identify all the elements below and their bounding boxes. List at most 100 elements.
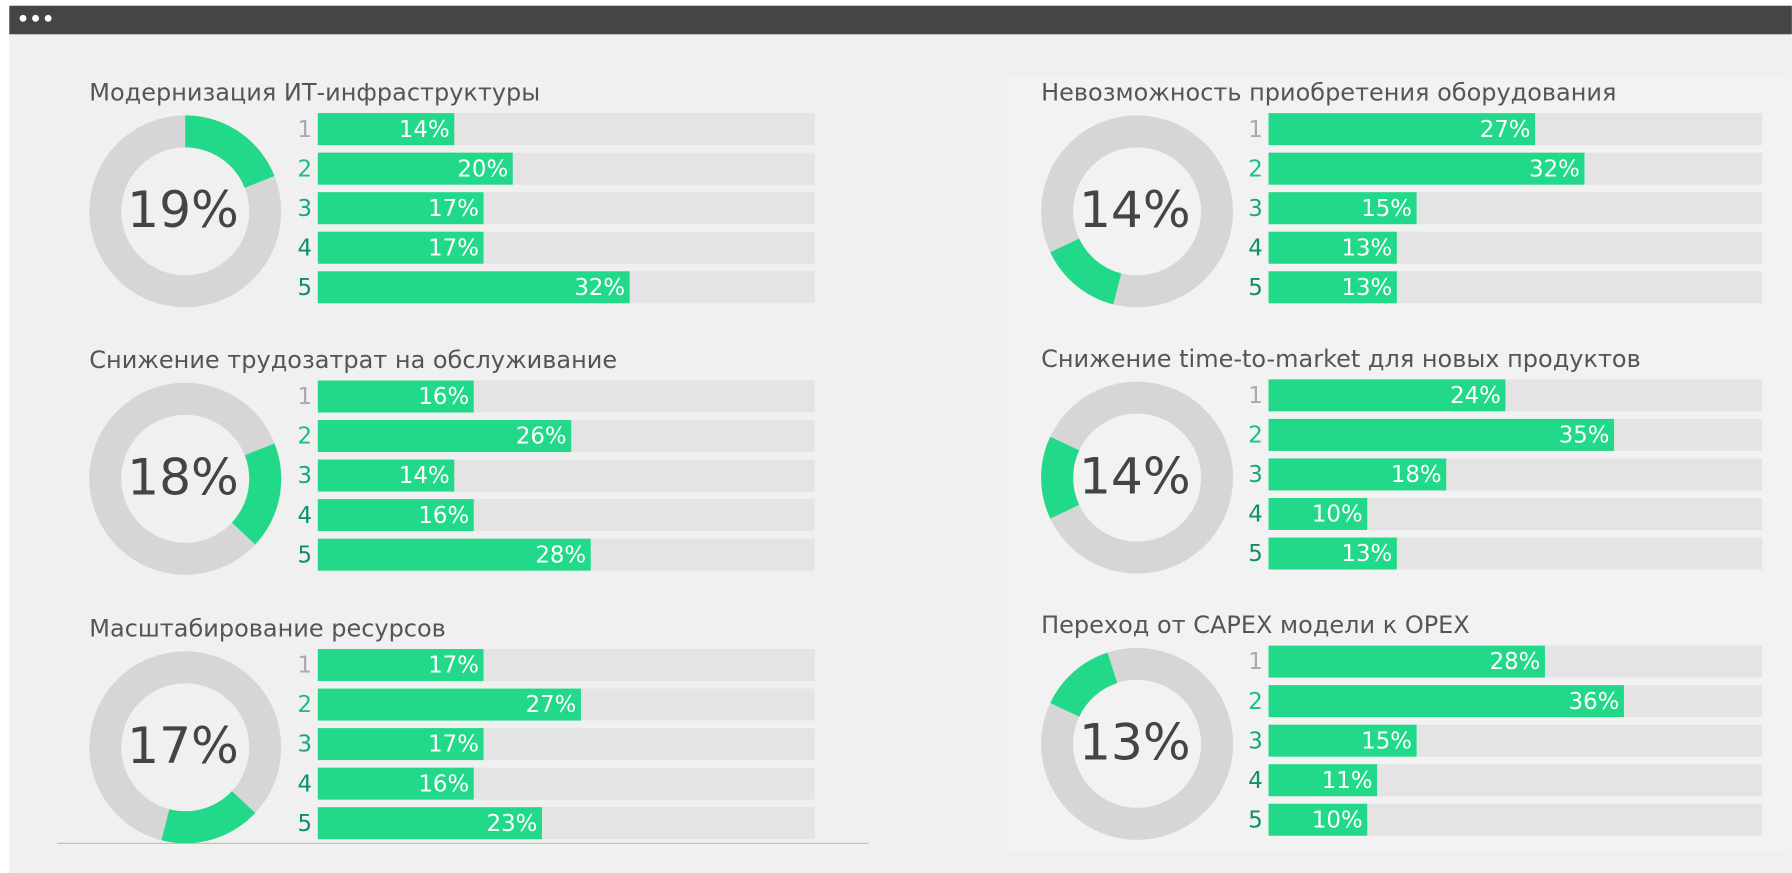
category-label: 4 xyxy=(298,771,313,797)
category-label: 5 xyxy=(298,275,313,301)
value-label: 14% xyxy=(399,463,450,489)
value-label: 15% xyxy=(1361,196,1412,222)
donut-arc xyxy=(1050,652,1118,717)
chart-title: Невозможность приобретения оборудования xyxy=(1041,79,1616,107)
bar xyxy=(317,380,474,413)
bar xyxy=(317,113,455,146)
category-label: 1 xyxy=(1248,383,1263,409)
bar xyxy=(317,767,474,800)
value-label: 26% xyxy=(516,424,567,450)
bar xyxy=(1268,537,1397,570)
value-label: 17% xyxy=(428,235,479,261)
category-label: 2 xyxy=(1248,156,1263,182)
donut-track xyxy=(1041,647,1234,840)
bar xyxy=(317,231,484,264)
category-label: 3 xyxy=(1248,196,1263,222)
bar xyxy=(317,538,591,571)
donut-label: 18% xyxy=(127,448,239,507)
bar xyxy=(1268,231,1397,264)
bar xyxy=(1268,152,1585,185)
value-label: 11% xyxy=(1322,768,1373,794)
donut-label: 13% xyxy=(1079,713,1191,772)
value-label: 36% xyxy=(1569,689,1620,715)
bar xyxy=(1268,764,1378,797)
category-label: 3 xyxy=(298,196,313,222)
window-dot xyxy=(44,14,52,22)
category-label: 5 xyxy=(1248,807,1263,833)
window-dot xyxy=(32,14,39,22)
category-label: 1 xyxy=(1248,649,1263,675)
bar xyxy=(317,271,630,304)
category-label: 4 xyxy=(298,503,313,529)
bar xyxy=(317,807,542,840)
bar xyxy=(1268,497,1368,530)
chart-title: Снижение time-to-market для новых продук… xyxy=(1041,345,1641,373)
chart-title: Снижение трудозатрат на обслуживание xyxy=(89,346,617,374)
category-label: 5 xyxy=(298,542,313,568)
bar xyxy=(1268,685,1624,718)
bar xyxy=(317,459,455,492)
value-label: 16% xyxy=(418,503,469,529)
value-label: 13% xyxy=(1342,275,1393,301)
value-label: 18% xyxy=(1391,462,1442,488)
bar xyxy=(1268,418,1615,451)
category-label: 2 xyxy=(298,692,313,718)
window-bar xyxy=(9,5,1792,35)
bar xyxy=(317,152,513,185)
category-label: 4 xyxy=(298,235,313,261)
bar xyxy=(317,688,581,721)
value-label: 15% xyxy=(1361,728,1412,754)
category-label: 5 xyxy=(1248,275,1263,301)
category-label: 4 xyxy=(1248,768,1263,794)
category-label: 2 xyxy=(1248,689,1263,715)
category-label: 1 xyxy=(298,384,313,410)
window-dot xyxy=(19,14,27,22)
bar xyxy=(1268,192,1417,225)
value-label: 35% xyxy=(1559,423,1610,449)
category-label: 2 xyxy=(298,156,313,182)
value-label: 23% xyxy=(487,811,538,837)
value-label: 17% xyxy=(428,732,479,758)
bar xyxy=(317,499,474,532)
value-label: 10% xyxy=(1312,502,1363,528)
value-label: 27% xyxy=(526,692,577,718)
bar xyxy=(317,728,484,761)
value-label: 14% xyxy=(399,117,450,143)
value-label: 13% xyxy=(1342,235,1393,261)
category-label: 1 xyxy=(298,117,313,143)
value-label: 20% xyxy=(457,156,508,182)
value-label: 32% xyxy=(574,275,625,301)
donut-label: 14% xyxy=(1079,446,1191,505)
bar xyxy=(1268,113,1536,146)
donut-arc xyxy=(1050,238,1122,305)
chart-title: Переход от CAPEX модели к OPEX xyxy=(1041,611,1470,639)
category-label: 3 xyxy=(298,463,313,489)
value-label: 17% xyxy=(428,653,479,679)
donut-arc xyxy=(1041,436,1080,519)
donut-arc xyxy=(231,443,282,545)
category-label: 3 xyxy=(1248,462,1263,488)
category-label: 1 xyxy=(298,653,313,679)
value-label: 16% xyxy=(418,771,469,797)
value-label: 13% xyxy=(1342,541,1393,567)
bar xyxy=(317,420,572,453)
bar xyxy=(1268,379,1506,412)
value-label: 17% xyxy=(428,196,479,222)
category-label: 5 xyxy=(1248,541,1263,567)
category-label: 1 xyxy=(1248,117,1263,143)
category-label: 3 xyxy=(298,732,313,758)
bar xyxy=(1268,724,1417,757)
bar xyxy=(317,192,484,225)
category-label: 3 xyxy=(1248,728,1263,754)
donut-arc xyxy=(161,791,256,844)
bar xyxy=(1268,458,1447,491)
chart-title: Масштабирование ресурсов xyxy=(89,615,446,643)
value-label: 27% xyxy=(1480,117,1531,143)
chart-title: Модернизация ИТ-инфраструктуры xyxy=(89,79,540,107)
donut-label: 14% xyxy=(1079,180,1191,239)
donut-label: 19% xyxy=(127,180,239,239)
donut-label: 17% xyxy=(127,716,239,775)
value-label: 28% xyxy=(1490,649,1541,675)
